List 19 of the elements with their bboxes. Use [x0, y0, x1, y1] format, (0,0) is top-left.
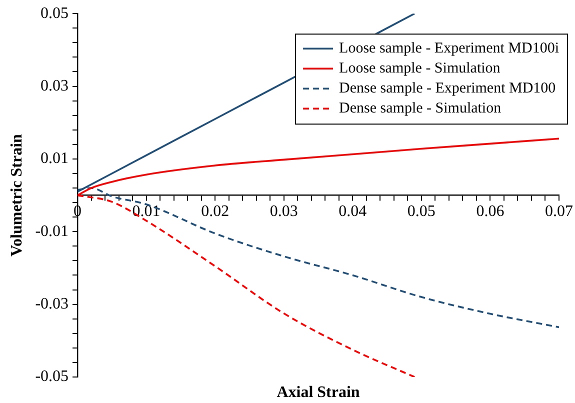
y-tick-label: 0.03 [40, 77, 69, 94]
y-tick-label: -0.01 [35, 222, 69, 240]
x-tick-label: 0.05 [407, 203, 436, 220]
x-tick-label: 0.02 [201, 203, 230, 220]
x-tick-label: 0.01 [132, 203, 160, 220]
x-tick-label: 0.06 [476, 203, 504, 220]
y-tick-label: 0.01 [40, 150, 69, 168]
x-tick-label: 0.04 [338, 203, 367, 220]
x-tick-label: 0.03 [270, 203, 298, 220]
x-tick-label: 0.07 [545, 203, 573, 220]
y-tick-label: -0.05 [35, 368, 69, 386]
y-axis-title: Volumetric Strain [8, 134, 26, 257]
legend-label: Loose sample - Simulation [339, 60, 501, 77]
y-tick-label: 0.05 [40, 4, 69, 22]
x-axis-title: Axial Strain [276, 384, 360, 402]
legend-label: Dense sample - Experiment MD100 [339, 80, 556, 97]
legend-label: Dense sample - Simulation [339, 100, 502, 117]
y-tick-label: -0.03 [35, 296, 69, 313]
legend-label: Loose sample - Experiment MD100i [339, 40, 560, 57]
